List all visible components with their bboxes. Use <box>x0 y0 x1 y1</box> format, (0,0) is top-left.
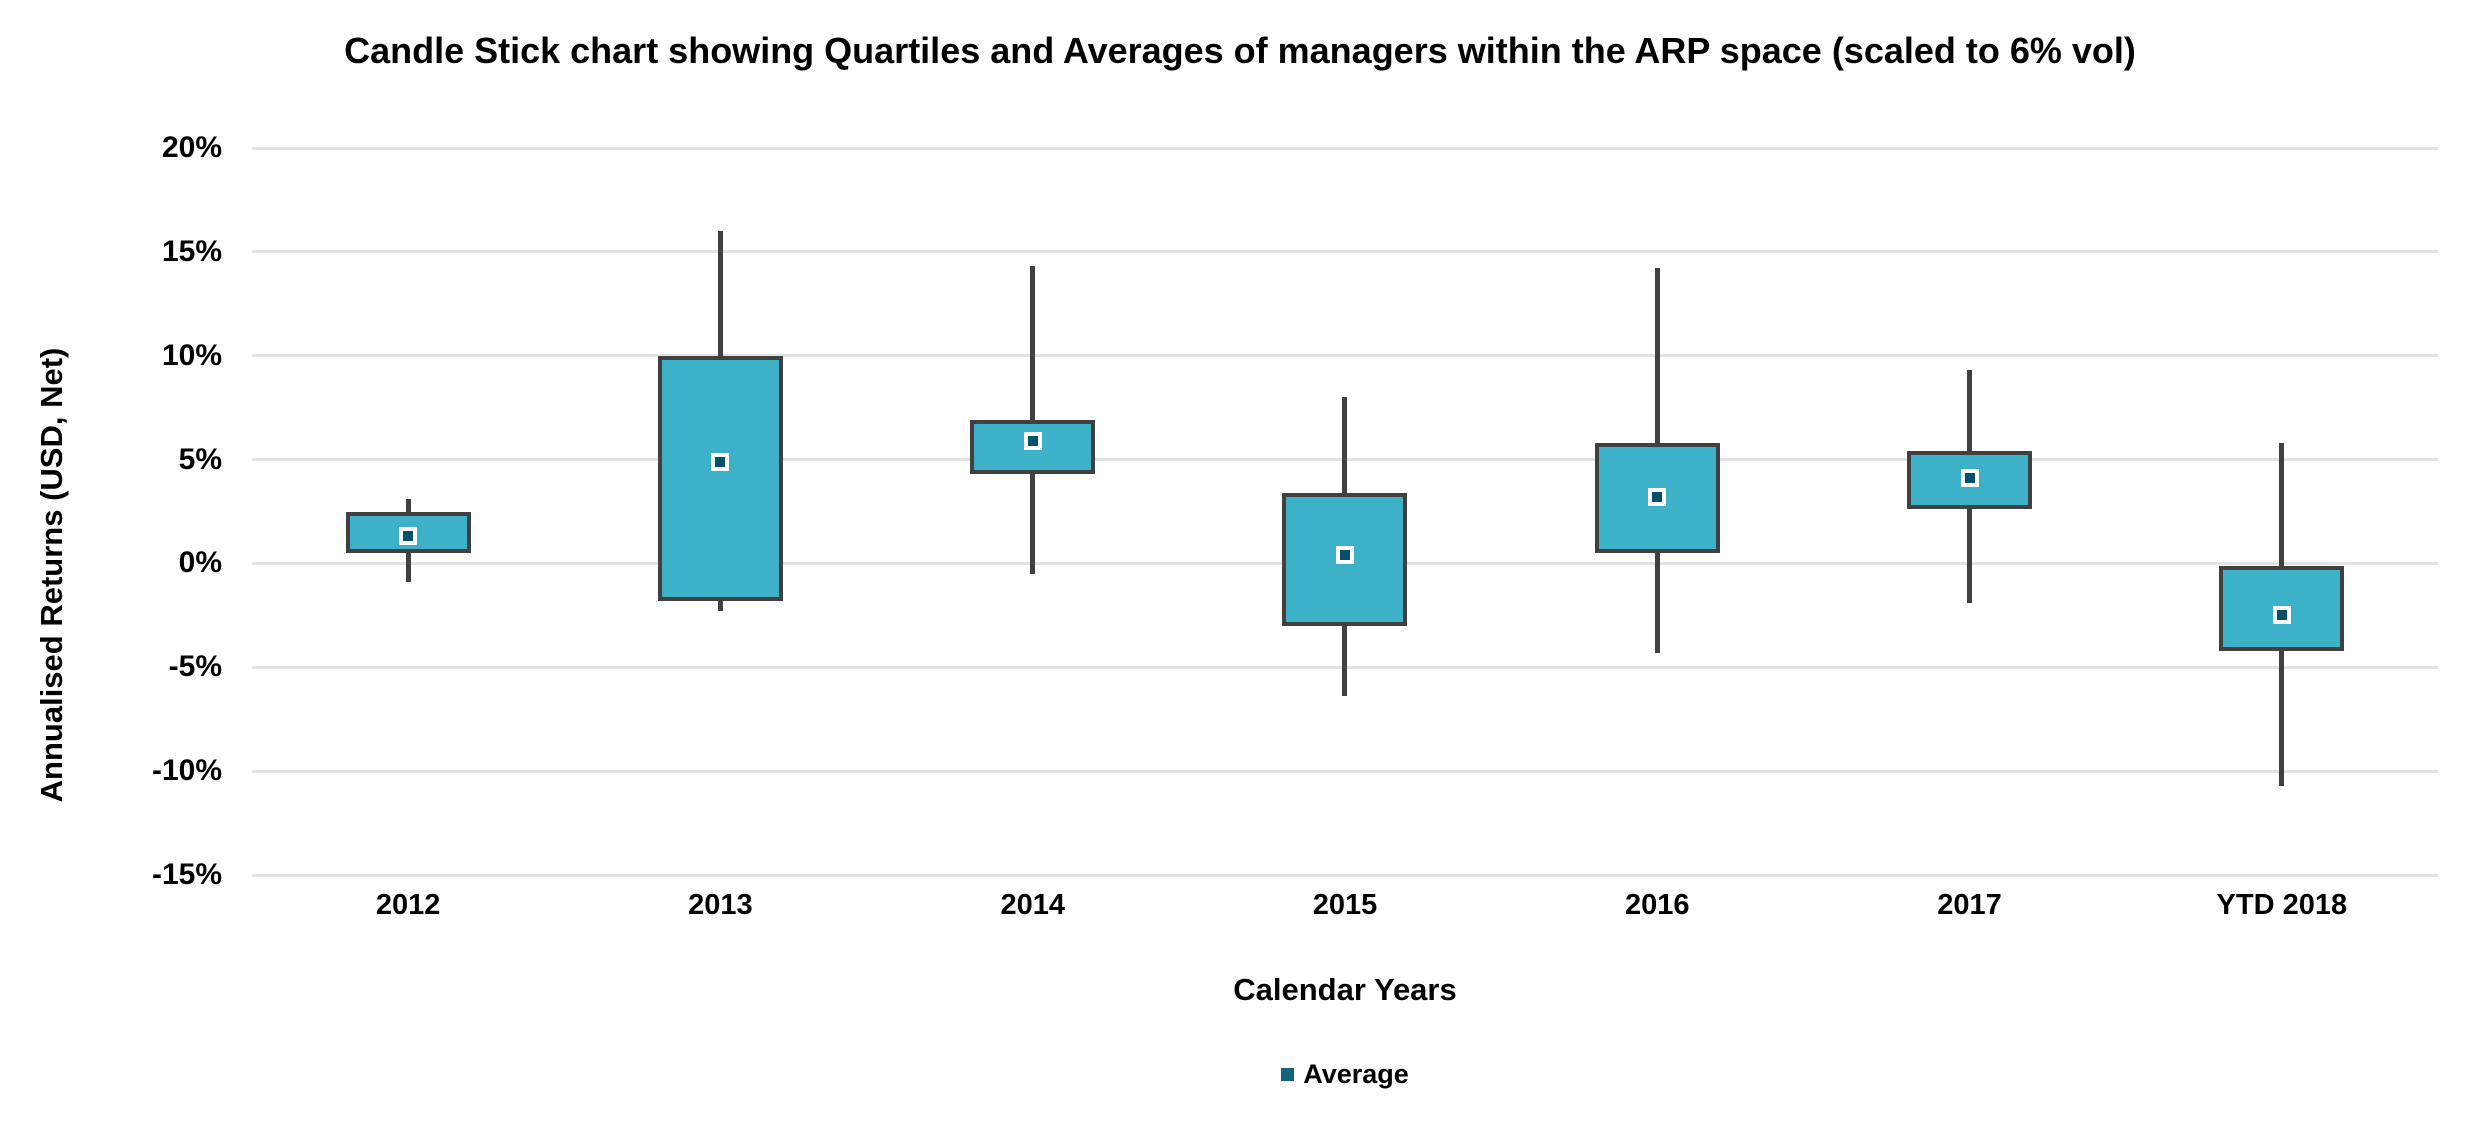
x-axis-tick-labels: 2012 2013 2014 2015 2016 2017 YTD 2018 <box>252 889 2438 931</box>
gridline-15% <box>252 250 2438 254</box>
x-tick-label: 2015 <box>1312 889 1378 921</box>
candle-2012 <box>252 148 564 875</box>
x-tick-label: 2014 <box>1000 889 1065 921</box>
gridline-10% <box>252 354 2438 358</box>
average-marker <box>1335 546 1354 565</box>
chart-title: Candle Stick chart showing Quartiles and… <box>344 30 2136 71</box>
y-tick-label: 5% <box>178 442 222 476</box>
average-marker <box>711 452 730 471</box>
x-axis-title: Calendar Years <box>1233 972 1457 1007</box>
x-tick-label: 2013 <box>688 889 753 921</box>
average-marker <box>1023 431 1042 450</box>
candle-2017 <box>1813 148 2125 875</box>
candle-YTD 2018 <box>2126 148 2438 875</box>
y-tick-label: 20% <box>161 131 222 164</box>
average-marker <box>1960 469 1979 488</box>
legend: Average <box>252 1054 2438 1094</box>
gridline--10% <box>252 769 2438 773</box>
y-tick-label: 15% <box>161 234 222 268</box>
y-tick-label: -10% <box>151 754 222 788</box>
plot-area <box>252 146 2438 877</box>
y-tick-label: -15% <box>151 858 222 891</box>
candle-box <box>1282 492 1408 626</box>
y-tick-label: 0% <box>178 546 222 580</box>
average-marker <box>1648 487 1667 506</box>
candle-2015 <box>1189 148 1501 875</box>
candle-box <box>657 355 783 601</box>
candle-2014 <box>877 148 1189 875</box>
average-marker <box>399 527 418 546</box>
candle-2016 <box>1501 148 1813 875</box>
legend-average-label: Average <box>1303 1058 1409 1089</box>
average-marker <box>2272 606 2291 625</box>
gridline--15% <box>252 873 2438 877</box>
gridline-20% <box>252 146 2438 150</box>
x-tick-label: 2017 <box>1937 889 2002 921</box>
y-axis-tick-labels: 20% 15% 10% 5% 0% -5% -10% -15% <box>0 131 222 891</box>
x-tick-label: YTD 2018 <box>2216 889 2348 921</box>
legend-average-swatch-icon <box>1281 1067 1295 1081</box>
x-tick-label: 2016 <box>1625 889 1690 921</box>
y-tick-label: -5% <box>168 650 222 684</box>
x-tick-label: 2012 <box>375 889 441 921</box>
y-tick-label: 10% <box>161 338 222 372</box>
candle-2013 <box>564 148 876 875</box>
